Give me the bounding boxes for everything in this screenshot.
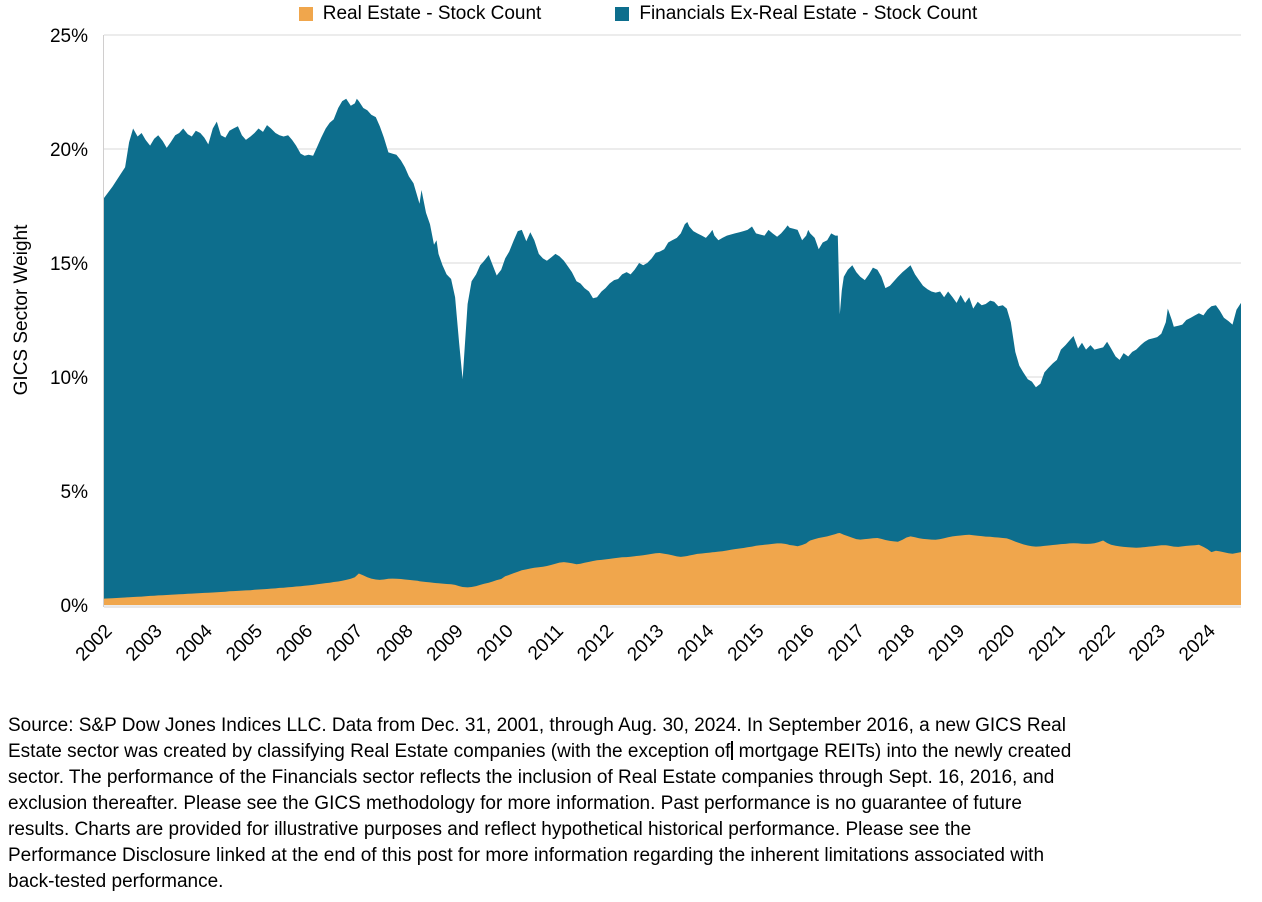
footer-line: Source: S&P Dow Jones Indices LLC. Data … [8, 715, 1066, 736]
svg-text:2008: 2008 [373, 621, 418, 666]
chart-legend: Real Estate - Stock Count Financials Ex-… [0, 3, 1262, 25]
svg-text:2013: 2013 [623, 621, 668, 666]
footer-line: Estate sector was created by classifying… [8, 739, 1258, 765]
svg-text:2005: 2005 [222, 621, 267, 666]
svg-text:2003: 2003 [122, 621, 167, 666]
footer-line: results. Charts are provided for illustr… [8, 819, 972, 840]
svg-text:GICS Sector Weight: GICS Sector Weight [11, 224, 32, 395]
svg-text:2019: 2019 [924, 621, 969, 666]
legend-label-financials: Financials Ex-Real Estate - Stock Count [639, 3, 978, 24]
svg-text:2023: 2023 [1125, 621, 1170, 666]
svg-text:2004: 2004 [172, 620, 217, 665]
footer-line: back-tested performance. [8, 871, 224, 892]
footer-line2-before-cursor: Estate sector was created by classifying… [8, 741, 731, 762]
svg-text:2017: 2017 [824, 621, 869, 666]
svg-text:5%: 5% [61, 482, 89, 503]
footer-line: Performance Disclosure linked at the end… [8, 845, 1045, 866]
financials-area [104, 98, 1241, 606]
source-disclosure-text: Source: S&P Dow Jones Indices LLC. Data … [8, 713, 1258, 895]
legend-item-real-estate: Real Estate - Stock Count [298, 3, 542, 25]
svg-text:2024: 2024 [1175, 620, 1220, 665]
svg-text:2011: 2011 [524, 621, 568, 665]
real-estate-swatch-icon [298, 7, 313, 21]
text-cursor [731, 741, 734, 760]
svg-text:15%: 15% [50, 254, 88, 275]
footer-line2-after-cursor: mortgage REITs) into the newly created [733, 741, 1072, 762]
svg-text:2009: 2009 [423, 621, 468, 666]
svg-text:2015: 2015 [724, 621, 769, 666]
svg-text:10%: 10% [50, 368, 88, 389]
svg-text:2007: 2007 [323, 621, 368, 666]
legend-item-financials: Financials Ex-Real Estate - Stock Count [615, 3, 977, 25]
financials-swatch-icon [615, 7, 630, 21]
footer-line: sector. The performance of the Financial… [8, 767, 1055, 788]
svg-text:2016: 2016 [774, 621, 819, 666]
svg-text:0%: 0% [61, 596, 89, 617]
svg-text:2012: 2012 [573, 621, 618, 666]
stacked-area-plot: 0% 5% 10% 15% 20% 25% 2002 2003 2004 2005 2006 2007… [11, 26, 1241, 666]
svg-text:2010: 2010 [473, 621, 518, 666]
svg-text:25%: 25% [50, 26, 88, 47]
svg-text:20%: 20% [50, 140, 88, 161]
real-estate-area [104, 533, 1241, 605]
footer-line: exclusion thereafter. Please see the GIC… [8, 793, 1022, 814]
svg-text:2014: 2014 [674, 620, 719, 665]
svg-text:2018: 2018 [874, 621, 919, 666]
svg-text:2006: 2006 [272, 621, 317, 666]
svg-text:2002: 2002 [72, 621, 117, 666]
legend-label-real-estate: Real Estate - Stock Count [322, 3, 542, 24]
svg-text:2022: 2022 [1075, 621, 1120, 666]
svg-text:2020: 2020 [975, 621, 1020, 666]
svg-text:2021: 2021 [1025, 621, 1070, 666]
